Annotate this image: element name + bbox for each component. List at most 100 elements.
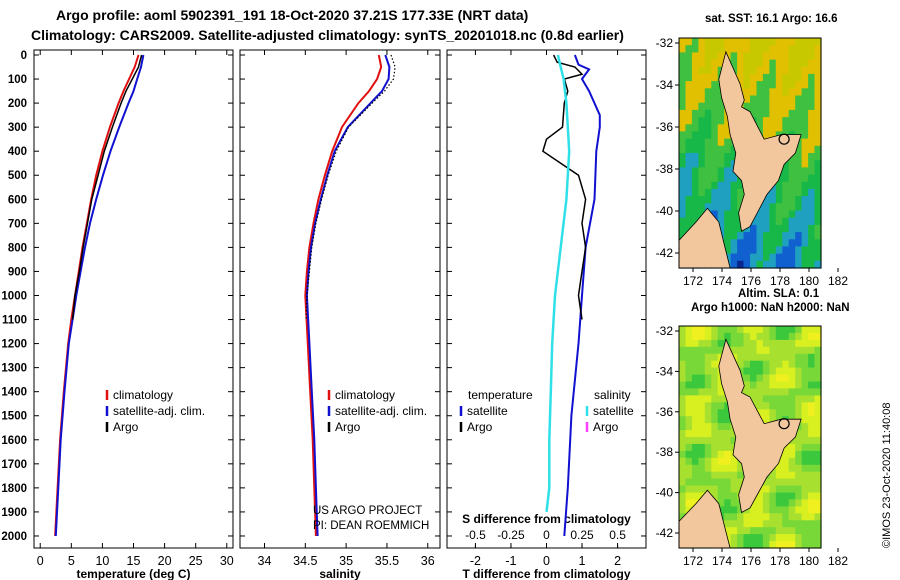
map-cell	[782, 367, 790, 376]
map-cell	[788, 367, 796, 376]
map-cell	[743, 232, 751, 240]
map-cell	[814, 423, 822, 431]
map-cell	[717, 153, 725, 161]
map-cell	[808, 81, 816, 89]
map-cell	[711, 188, 719, 197]
map-cell	[762, 478, 770, 487]
map-cell	[756, 499, 764, 507]
map-cell	[685, 326, 693, 334]
map-cell	[679, 416, 687, 424]
map-cell	[679, 181, 687, 190]
map-cell	[762, 66, 770, 75]
map-cell	[808, 346, 816, 355]
map-cell	[814, 160, 822, 168]
map-cell	[801, 443, 809, 452]
map-cell	[685, 203, 693, 212]
map-cell	[750, 388, 758, 396]
x-axis-label: temperature (deg C)	[76, 567, 190, 580]
map-cell	[724, 478, 732, 487]
map-cell	[769, 492, 777, 500]
map-cell	[711, 353, 719, 362]
map-cell	[750, 527, 758, 535]
lat-tick-label: -38	[656, 445, 674, 459]
map-cell	[795, 174, 803, 183]
map-cell	[814, 332, 822, 341]
map-cell	[730, 464, 738, 473]
map-cell	[698, 88, 706, 97]
map-cell	[730, 145, 738, 154]
map-cell	[769, 395, 777, 403]
map-cell	[795, 167, 803, 176]
map-cell	[769, 232, 777, 240]
map-cell	[685, 109, 693, 118]
map-cell	[782, 464, 790, 473]
series-line-satellite	[54, 54, 145, 537]
map-cell	[788, 471, 796, 480]
map-cell	[704, 374, 712, 383]
map-cell	[743, 260, 751, 269]
map-cell	[698, 395, 706, 403]
map-cell	[808, 203, 816, 212]
map-cell	[788, 437, 796, 445]
map-cell	[782, 88, 790, 97]
map-cell	[775, 246, 783, 255]
map-cell	[724, 506, 732, 514]
map-cell	[762, 38, 770, 46]
map-cell	[698, 409, 706, 417]
map-cell	[730, 346, 738, 355]
map-cell	[795, 52, 803, 61]
lon-tick-label: 176	[741, 554, 761, 568]
map-cell	[775, 88, 783, 97]
map-cell	[769, 81, 777, 89]
map-cell	[801, 430, 809, 438]
map-cell	[775, 181, 783, 190]
map-cell	[762, 527, 770, 535]
map-cell	[737, 478, 745, 487]
series-line-temp-satellite	[563, 54, 601, 537]
map-cell	[769, 196, 777, 204]
map-cell	[814, 73, 822, 82]
lat-tick-label: -36	[656, 120, 674, 134]
legend-label: Argo	[593, 420, 619, 434]
lat-tick-label: -42	[656, 246, 674, 260]
map-cell	[814, 388, 822, 396]
map-cell	[808, 478, 816, 487]
map-cell	[801, 527, 809, 535]
lon-tick-label: 180	[799, 554, 819, 568]
map-cell	[717, 339, 725, 348]
map-cell	[782, 59, 790, 68]
map-cell	[737, 59, 745, 68]
map-cell	[711, 332, 719, 341]
map-cell	[814, 38, 822, 46]
map-cell	[698, 131, 706, 140]
map-cell	[782, 478, 790, 487]
map-cell	[698, 102, 706, 111]
map-cell	[691, 492, 699, 500]
map-cell	[782, 188, 790, 197]
series-line-temp-argo	[542, 54, 587, 320]
map-cell	[698, 388, 706, 396]
map-cell	[743, 534, 751, 542]
x-tick-label: 2	[614, 554, 621, 568]
map-cell	[750, 38, 758, 46]
map-cell	[730, 430, 738, 438]
map-cell	[808, 332, 816, 341]
map-cell	[769, 239, 777, 248]
map-cell	[795, 464, 803, 473]
lat-tick-label: -40	[656, 204, 674, 218]
credit-line: PI: DEAN ROEMMICH	[313, 520, 429, 532]
map-cell	[782, 81, 790, 89]
map-cell	[737, 45, 745, 53]
map-cell	[801, 367, 809, 376]
map-cell	[769, 59, 777, 68]
map-cell	[750, 45, 758, 53]
map-cell	[698, 124, 706, 133]
map-cell	[782, 109, 790, 118]
map-cell	[762, 402, 770, 410]
map-cell	[775, 73, 783, 82]
map-cell	[808, 239, 816, 248]
map-cell	[750, 395, 758, 403]
map-cell	[717, 160, 725, 168]
map-cell	[762, 381, 770, 389]
map-cell	[814, 253, 822, 262]
